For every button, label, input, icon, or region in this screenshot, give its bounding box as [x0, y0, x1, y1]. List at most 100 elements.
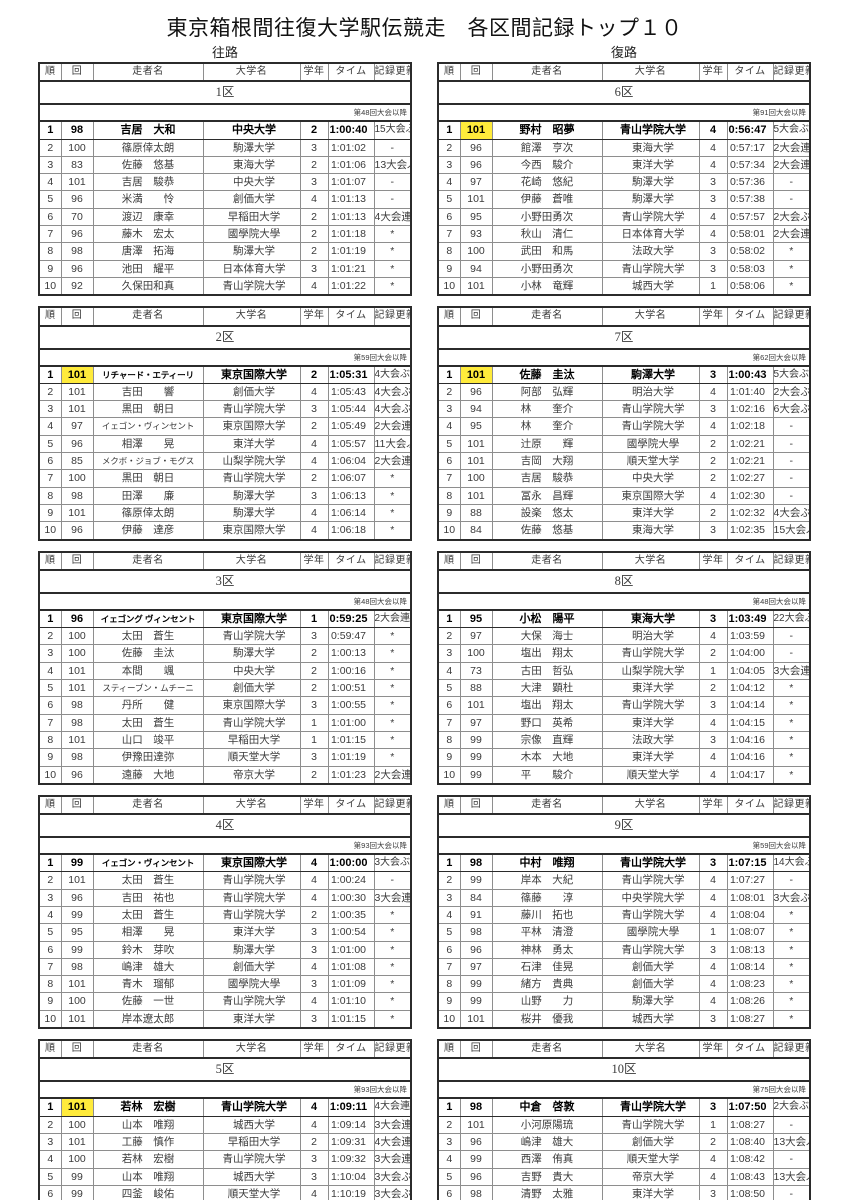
table-row[interactable]: 4 101 本間 颯中央大学 2 1:00:16 *	[38, 661, 412, 681]
table-row[interactable]: 10 92 久保田和真 青山学院大学 4 1:01:22 *	[38, 276, 412, 296]
table-row[interactable]: 2 101 太田 蒼生 青山学院大学 4 1:00:24-	[38, 871, 412, 890]
table-row[interactable]: 10 101 桜井 優我 城西大学 3 1:08:27 *	[437, 1009, 811, 1029]
table-row[interactable]: 7 100 吉居 駿恭 中央大学 2 1:02:27-	[437, 469, 811, 488]
table-row[interactable]: 8 99 緒方 貴典 創価大学 4 1:08:23 *	[437, 975, 811, 994]
leg-since-note: 第93回大会以降	[39, 1081, 411, 1100]
table-row[interactable]: 6 99 鈴木 芽吹 駒澤大学 3 1:01:00 *	[38, 940, 412, 959]
table-row[interactable]: 7 98 太田 蒼生 青山学院大学 1 1:01:00 *	[38, 713, 412, 732]
table-row[interactable]: 7 100 黒田 朝日 青山学院大学 2 1:06:07 *	[38, 469, 412, 488]
cell-university: 東海大学	[601, 521, 700, 541]
table-row[interactable]: 4 97 花崎 悠紀 駒澤大学 3 0:57:36-	[437, 173, 811, 192]
table-row[interactable]: 2 100 太田 蒼生 青山学院大学 3 0:59:47 *	[38, 627, 412, 646]
table-row[interactable]: 8 99 宗像 直輝 法政大学 3 1:04:16 *	[437, 730, 811, 750]
table-row[interactable]: 2 101 小河原陽琉 青山学院大学 1 1:08:27-	[437, 1115, 811, 1134]
table-row[interactable]: 6 101 塩出 翔太 青山学院大学 3 1:04:14 *	[437, 696, 811, 715]
cell-year: 4	[698, 382, 728, 402]
table-row[interactable]: 9 99 木本 大地 東洋大学 4 1:04:16 *	[437, 748, 811, 767]
table-row[interactable]: 9 98 伊豫田達弥 順天堂大学 3 1:01:19 *	[38, 748, 412, 767]
table-row[interactable]: 10 101 小林 竜輝 城西大学 1 0:58:06 *	[437, 276, 811, 296]
table-row[interactable]: 9 101 篠原倖太朗 駒澤大学 4 1:06:14 *	[38, 503, 412, 523]
table-row[interactable]: 2 97 大保 海士 明治大学 4 1:03:59-	[437, 627, 811, 646]
table-row[interactable]: 5 88 大津 顕杜 東洋大学 2 1:04:12 *	[437, 679, 811, 698]
table-row[interactable]: 5 101 辻原 輝國學院大學 2 1:02:21-	[437, 434, 811, 454]
table-row[interactable]: 6 101 吉岡 大翔 順天堂大学 2 1:02:21-	[437, 452, 811, 471]
table-row[interactable]: 8 98 田澤 廉駒澤大学 3 1:06:13 *	[38, 486, 412, 505]
table-row[interactable]: 2 100 篠原倖太朗 駒澤大学 3 1:01:02-	[38, 138, 412, 157]
table-row[interactable]: 9 94 小野田勇次 青山学院大学 3 0:58:03 *	[437, 259, 811, 278]
table-row[interactable]: 5 101 伊藤 蒼唯 駒澤大学 3 0:57:38-	[437, 190, 811, 209]
table-row[interactable]: 10 96 伊藤 達彦 東京国際大学 4 1:06:18 *	[38, 521, 412, 541]
table-row[interactable]: 4 95 林 奎介 青山学院大学 4 1:02:18-	[437, 417, 811, 436]
table-row[interactable]: 9 99 山野 力駒澤大学 4 1:08:26 *	[437, 992, 811, 1011]
table-row[interactable]: 5 95 相澤 晃東洋大学 3 1:00:54 *	[38, 923, 412, 942]
table-row[interactable]: 7 98 嶋津 雄大 創価大学 4 1:01:08 *	[38, 957, 412, 977]
table-row[interactable]: 2 99 岸本 大紀 青山学院大学 4 1:07:27-	[437, 871, 811, 890]
cell-record-update: 3大会連続	[373, 1150, 412, 1169]
cell-time: 1:05:49	[327, 417, 375, 436]
table-row[interactable]: 3 100 佐藤 圭汰 駒澤大学 2 1:00:13 *	[38, 644, 412, 663]
table-row[interactable]: 5 101 スティーブン・ムチーニ 創価大学 2 1:00:51 *	[38, 679, 412, 698]
table-row[interactable]: 8 101 青木 瑠郁 國學院大學 3 1:01:09 *	[38, 975, 412, 994]
table-row[interactable]: 6 98 清野 太雅 東洋大学 3 1:08:50-	[437, 1184, 811, 1200]
table-row[interactable]: 6 96 神林 勇太 青山学院大学 3 1:08:13 *	[437, 940, 811, 959]
table-row[interactable]: 7 97 野口 英希 東洋大学 4 1:04:15 *	[437, 713, 811, 732]
table-row[interactable]: 7 97 石津 佳晃 創価大学 4 1:08:14 *	[437, 957, 811, 977]
table-row[interactable]: 4 91 藤川 拓也 青山学院大学 4 1:08:04 *	[437, 905, 811, 925]
table-row[interactable]: 10 101 岸本遼太郎 東洋大学 3 1:01:15 *	[38, 1009, 412, 1029]
table-row[interactable]: 8 98 唐澤 拓海 駒澤大学 2 1:01:19 *	[38, 242, 412, 261]
table-row[interactable]: 4 99 太田 蒼生 青山学院大学 2 1:00:35 *	[38, 905, 412, 925]
table-row[interactable]: 9 96 池田 耀平 日本体育大学 3 1:01:21 *	[38, 259, 412, 278]
table-row[interactable]: 5 96 米満 怜創価大学 4 1:01:13-	[38, 190, 412, 209]
table-row[interactable]: 4 99 西澤 侑真 順天堂大学 4 1:08:42-	[437, 1150, 811, 1169]
table-row[interactable]: 8 101 冨永 昌輝 東京国際大学 4 1:02:30-	[437, 486, 811, 505]
table-row[interactable]: 10 99 平 駿介 順天堂大学 4 1:04:17 *	[437, 765, 811, 785]
table-row[interactable]: 8 101 山口 竣平 早稲田大学 1 1:01:15 *	[38, 730, 412, 750]
table-row[interactable]: 7 96 藤木 宏太 國學院大學 2 1:01:18 *	[38, 225, 412, 244]
table-row[interactable]: 5 98 平林 清澄 國學院大學 1 1:08:07 *	[437, 923, 811, 942]
cell-runner-name: 伊藤 達彦	[92, 521, 204, 541]
table-row[interactable]: 3 100 塩出 翔太 青山学院大学 2 1:04:00-	[437, 644, 811, 663]
leg-table: 9区第59回大会以降順回走者名大学名学年タイム記録更新198中村 唯翔青山学院大…	[437, 794, 811, 1030]
table-row[interactable]: 9 100 佐藤 一世 青山学院大学 4 1:01:10 *	[38, 992, 412, 1011]
table-row[interactable]: 4 101 吉居 駿恭 中央大学 3 1:01:07-	[38, 173, 412, 192]
table-row[interactable]: 6 98 丹所 健東京国際大学 3 1:00:55 *	[38, 696, 412, 715]
table-row[interactable]: 8 100 武田 和馬 法政大学 3 0:58:02 *	[437, 242, 811, 261]
cell-kai: 99	[459, 992, 493, 1011]
